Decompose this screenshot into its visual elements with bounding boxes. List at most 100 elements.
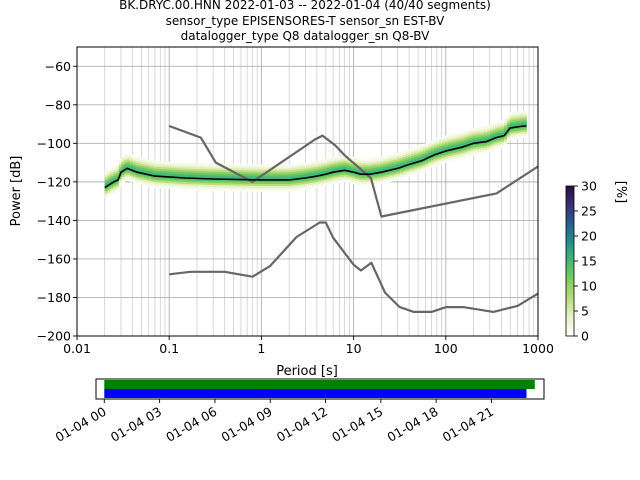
heatmap-cell <box>321 159 325 162</box>
heatmap-cell <box>127 153 131 156</box>
heatmap-cell <box>436 153 440 156</box>
heatmap-cell <box>186 174 190 177</box>
heatmap-cell <box>380 162 384 165</box>
heatmap-cell <box>442 144 446 147</box>
timeline-tick-label: 01-04 03 <box>108 404 164 445</box>
heatmap-cell <box>110 169 114 172</box>
heatmap-cell <box>130 175 134 179</box>
heatmap-cell <box>444 160 449 163</box>
heatmap-cell <box>236 167 241 171</box>
heatmap-cell <box>253 175 257 179</box>
heatmap-cell <box>284 187 288 190</box>
heatmap-cell <box>189 164 193 167</box>
heatmap-cell <box>265 168 269 171</box>
heatmap-cell <box>411 155 415 158</box>
heatmap-cell <box>172 183 176 186</box>
heatmap-cell <box>169 167 173 170</box>
heatmap-cell <box>360 158 364 161</box>
heatmap-cell <box>290 175 294 179</box>
heatmap-cell <box>158 160 162 164</box>
heatmap-cell <box>138 165 142 168</box>
heatmap-cell <box>478 134 482 137</box>
heatmap-cell <box>118 180 123 183</box>
heatmap-cell <box>113 173 117 177</box>
heatmap-cell <box>298 174 302 178</box>
heatmap-cell <box>166 180 170 183</box>
heatmap-cell <box>464 136 468 139</box>
heatmap-cell <box>293 171 297 174</box>
heatmap-cell <box>175 177 179 180</box>
heatmap-cell <box>231 183 235 186</box>
heatmap-cell <box>225 173 229 176</box>
heatmap-cell <box>312 166 317 170</box>
heatmap-cell <box>222 181 227 184</box>
heatmap-cell <box>447 138 451 141</box>
heatmap-cell <box>279 170 283 173</box>
heatmap-cell <box>369 174 373 177</box>
heatmap-cell <box>211 180 215 184</box>
heatmap-cell <box>177 162 182 165</box>
heatmap-cell <box>321 178 325 181</box>
heatmap-cell <box>194 182 198 185</box>
heatmap-cell <box>394 170 398 173</box>
heatmap-cell <box>222 171 227 174</box>
heatmap-cell <box>138 180 142 183</box>
heatmap-cell <box>155 180 159 183</box>
heatmap-cell <box>349 156 353 159</box>
heatmap-cell <box>332 158 336 161</box>
heatmap-cell <box>461 142 466 146</box>
heatmap-cell <box>360 178 364 181</box>
heatmap-cell <box>419 160 423 164</box>
heatmap-cell <box>191 170 196 173</box>
heatmap-cell <box>352 164 356 167</box>
heatmap-cell <box>279 168 283 171</box>
heatmap-cell <box>253 172 257 175</box>
heatmap-cell <box>127 155 131 158</box>
heatmap-cell <box>461 141 466 144</box>
heatmap-cell <box>203 176 207 179</box>
heatmap-cell <box>295 182 300 186</box>
heatmap-cell <box>433 156 437 159</box>
heatmap-cell <box>377 168 381 172</box>
heatmap-cell <box>416 148 421 151</box>
heatmap-cell <box>138 157 142 160</box>
heatmap-cell <box>158 176 162 179</box>
heatmap-cell <box>467 148 471 151</box>
heatmap-cell <box>315 170 319 173</box>
heatmap-cell <box>340 176 345 179</box>
heatmap-cell <box>343 164 347 167</box>
heatmap-cell <box>169 184 173 188</box>
heatmap-cell <box>256 189 260 192</box>
y-tick-label: −100 <box>37 136 71 151</box>
heatmap-cell <box>329 165 333 168</box>
heatmap-cell <box>107 184 111 188</box>
heatmap-cell <box>149 171 153 174</box>
heatmap-cell <box>220 188 224 192</box>
heatmap-cell <box>383 171 387 174</box>
heatmap-cell <box>138 161 142 164</box>
heatmap-cell <box>326 179 331 182</box>
heatmap-cell <box>371 163 376 167</box>
heatmap-cell <box>155 174 159 177</box>
heatmap-cell <box>169 169 173 172</box>
heatmap-cell <box>250 187 255 190</box>
heatmap-cell <box>495 127 499 130</box>
heatmap-cell <box>512 115 516 119</box>
heatmap-cell <box>503 120 508 123</box>
heatmap-cell <box>338 176 342 180</box>
heatmap-cell <box>273 181 277 185</box>
heatmap-cell <box>234 167 238 171</box>
heatmap-cell <box>501 122 505 125</box>
heatmap-cell <box>357 160 362 163</box>
heatmap-cell <box>287 179 291 183</box>
heatmap-cell <box>397 158 401 161</box>
heatmap-cell <box>118 168 123 171</box>
heatmap-cell <box>175 165 179 169</box>
heatmap-cell <box>363 160 367 163</box>
heatmap-cell <box>130 164 134 167</box>
heatmap-cell <box>217 175 221 178</box>
heatmap-cell <box>388 177 392 181</box>
heatmap-cell <box>357 171 362 175</box>
heatmap-cell <box>447 152 451 155</box>
heatmap-cell <box>444 137 449 140</box>
